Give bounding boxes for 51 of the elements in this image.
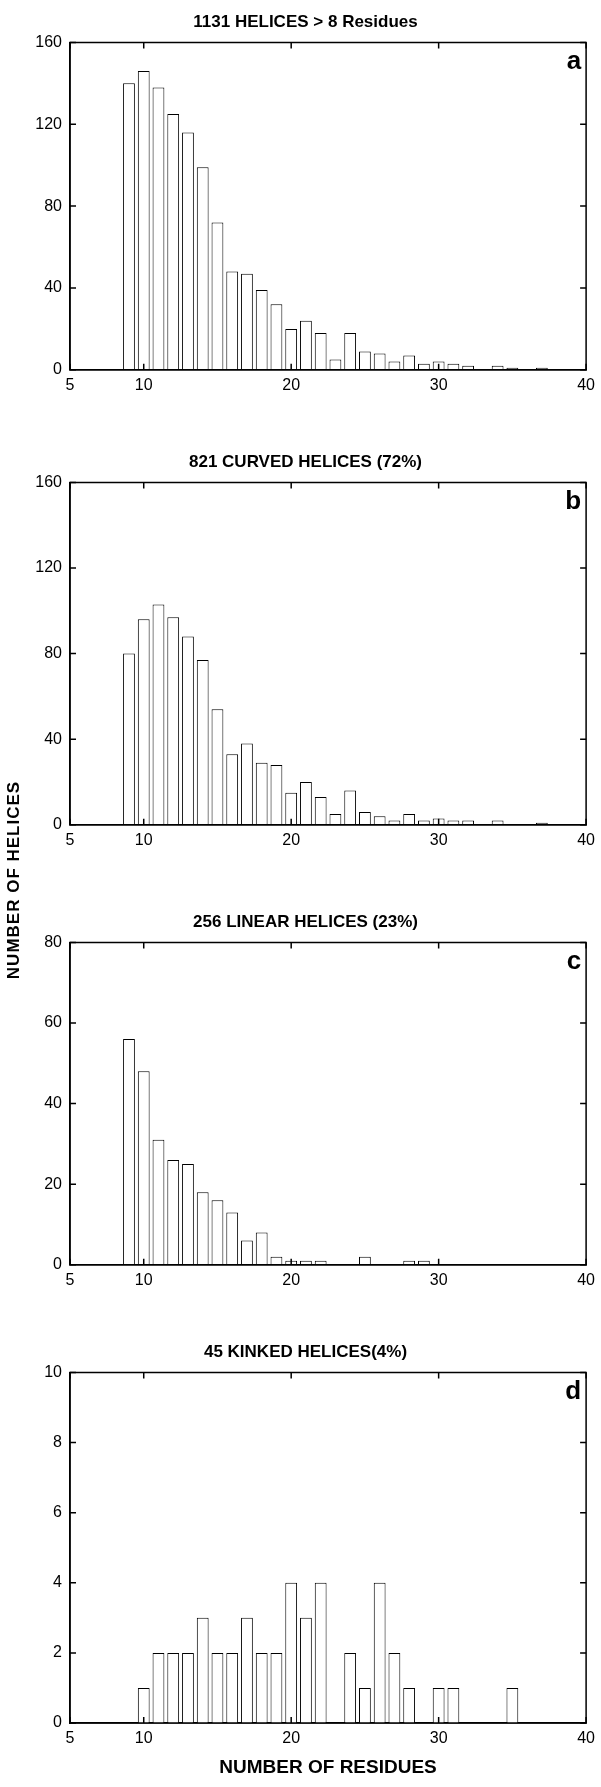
x-tick-label: 5 <box>65 375 75 393</box>
x-tick-label: 20 <box>282 1270 301 1288</box>
annotation: a <box>566 44 582 75</box>
y-tick-label: 0 <box>53 1713 63 1731</box>
y-tick-label: 40 <box>44 278 63 296</box>
x-tick-label: 5 <box>65 1729 75 1747</box>
x-tick-label: 30 <box>429 830 448 848</box>
chart-title: 821 CURVED HELICES (72%) <box>188 451 423 471</box>
y-tick-label: 20 <box>44 1174 63 1192</box>
y-tick-label: 0 <box>53 360 63 378</box>
y-tick-label: 60 <box>44 1013 63 1031</box>
y-tick-label: 6 <box>53 1503 63 1521</box>
x-tick-label: 40 <box>577 1270 596 1288</box>
x-axis-title: NUMBER OF RESIDUES <box>219 1755 437 1777</box>
x-tick-label: 10 <box>134 375 153 393</box>
x-tick-label: 40 <box>577 375 596 393</box>
y-tick-label: 8 <box>53 1432 63 1450</box>
x-tick-label: 10 <box>134 830 153 848</box>
x-tick-label: 30 <box>429 1270 448 1288</box>
x-tick-label: 20 <box>282 1729 301 1747</box>
x-tick-label: 20 <box>282 375 301 393</box>
y-tick-label: 80 <box>44 932 63 950</box>
y-tick-label: 80 <box>44 644 63 662</box>
y-tick-label: 0 <box>53 1255 63 1273</box>
x-tick-label: 40 <box>577 1729 596 1747</box>
annotation: d <box>565 1374 582 1405</box>
x-tick-label: 5 <box>65 1270 75 1288</box>
y-tick-label: 80 <box>44 196 63 214</box>
y-axis-title: NUMBER OF HELICES <box>4 780 24 980</box>
x-tick-label: 20 <box>282 830 301 848</box>
y-tick-label: 160 <box>35 32 63 50</box>
chart-title: 45 KINKED HELICES(4%) <box>203 1341 408 1361</box>
y-tick-label: 2 <box>53 1643 63 1661</box>
y-tick-label: 0 <box>53 815 63 833</box>
x-tick-label: 30 <box>429 1729 448 1747</box>
x-tick-label: 5 <box>65 830 75 848</box>
x-tick-label: 40 <box>577 830 596 848</box>
chart-title: 256 LINEAR HELICES (23%) <box>193 911 418 931</box>
y-tick-label: 4 <box>53 1573 63 1591</box>
chart-title: 1131 HELICES > 8 Residues <box>193 11 418 31</box>
y-tick-label: 160 <box>35 472 63 490</box>
y-tick-label: 10 <box>44 1362 63 1380</box>
annotation: b <box>565 484 582 515</box>
y-tick-label: 120 <box>35 558 63 576</box>
y-tick-label: 120 <box>35 114 63 132</box>
y-tick-label: 40 <box>44 729 63 747</box>
y-tick-label: 40 <box>44 1094 63 1112</box>
annotation: c <box>566 944 582 975</box>
x-tick-label: 30 <box>429 375 448 393</box>
x-tick-label: 10 <box>134 1729 153 1747</box>
x-tick-label: 10 <box>134 1270 153 1288</box>
